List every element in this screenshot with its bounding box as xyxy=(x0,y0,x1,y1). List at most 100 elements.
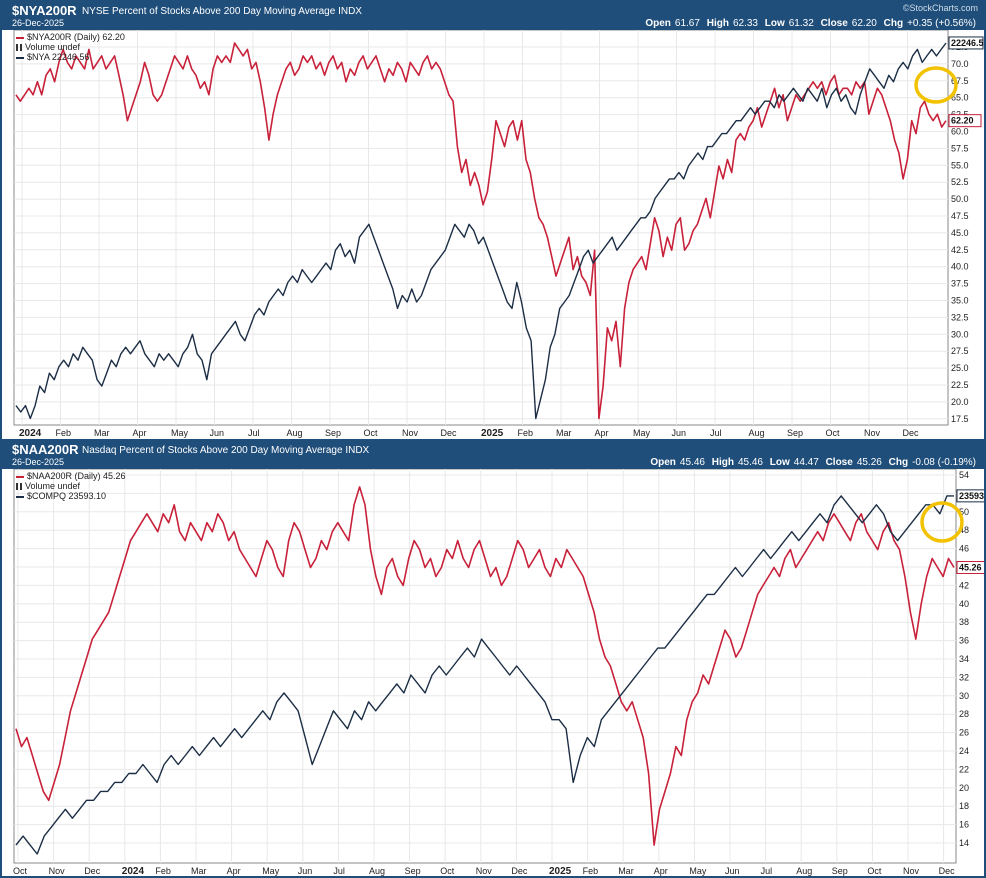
y-tick-label: 26 xyxy=(959,728,969,738)
nasdaq-plot-area[interactable]: 5452504846444240383634323028262422201816… xyxy=(2,469,984,876)
y-tick-label: 27.5 xyxy=(951,346,969,356)
breadth-series-line xyxy=(15,486,955,846)
nasdaq-chart-panel: $NAA200R Nasdaq Percent of Stocks Above … xyxy=(2,441,984,876)
x-tick-label: Feb xyxy=(56,428,72,438)
chart-symbol[interactable]: $NAA200R xyxy=(12,442,79,457)
x-tick-label: Jul xyxy=(761,866,773,876)
ohlc-readout: Open 61.67 High 62.33 Low 61.32 Close 62.20 … xyxy=(645,18,976,29)
y-tick-label: 42.5 xyxy=(951,245,969,255)
plot-frame xyxy=(13,469,957,864)
y-tick-label: 57.5 xyxy=(951,143,969,153)
y-tick-label: 42 xyxy=(959,580,969,590)
y-tick-label: 35.0 xyxy=(951,296,969,306)
y-tick-label: 48 xyxy=(959,525,969,535)
index-value-tag-bg xyxy=(948,36,984,50)
x-tick-label: Aug xyxy=(369,866,385,876)
breadth-series-line xyxy=(15,42,947,420)
index-value-tag: 22246.5 xyxy=(951,38,984,48)
x-tick-label: Nov xyxy=(864,428,881,438)
y-tick-label: 70.0 xyxy=(951,59,969,69)
y-tick-label: 25.0 xyxy=(951,363,969,373)
watermark: ©StockCharts.com xyxy=(902,3,978,13)
x-tick-label: Oct xyxy=(867,866,882,876)
chart-legend: $NYA200R (Daily) 62.20 Volume undef $NYA… xyxy=(16,32,125,62)
x-tick-label: 2025 xyxy=(481,428,504,439)
nyse-plot-area[interactable]: 72.570.067.565.062.560.057.555.052.550.0… xyxy=(2,30,984,439)
x-tick-label: Mar xyxy=(556,428,572,438)
last-value-tag: 62.20 xyxy=(951,116,974,126)
x-tick-label: Nov xyxy=(903,866,920,876)
last-value-tag-bg xyxy=(956,561,984,574)
x-tick-label: Apr xyxy=(133,428,147,438)
exchange-label: INDX xyxy=(345,445,370,456)
y-tick-label: 45.0 xyxy=(951,228,969,238)
x-tick-label: Jun xyxy=(298,866,313,876)
x-tick-label: Jun xyxy=(210,428,225,438)
x-tick-label: 2024 xyxy=(19,428,42,439)
x-tick-label: Dec xyxy=(84,866,101,876)
highlight-circle xyxy=(920,501,964,543)
x-tick-label: Feb xyxy=(518,428,534,438)
x-tick-label: Nov xyxy=(49,866,66,876)
x-tick-label: 2024 xyxy=(122,866,145,876)
x-tick-label: May xyxy=(262,866,280,876)
y-tick-label: 30 xyxy=(959,691,969,701)
x-tick-label: Dec xyxy=(511,866,528,876)
x-tick-label: Mar xyxy=(618,866,634,876)
x-tick-label: Aug xyxy=(749,428,765,438)
x-tick-label: Oct xyxy=(440,866,455,876)
chart-legend: $NAA200R (Daily) 45.26 Volume undef $COM… xyxy=(16,471,126,501)
x-tick-label: Aug xyxy=(796,866,812,876)
x-tick-label: Oct xyxy=(364,428,379,438)
index-value-tag-bg xyxy=(956,489,984,503)
x-tick-label: Sep xyxy=(832,866,848,876)
last-value-tag-bg xyxy=(948,114,982,128)
exchange-label: INDX xyxy=(338,6,362,17)
x-tick-label: May xyxy=(171,428,189,438)
x-tick-label: Oct xyxy=(13,866,28,876)
chart-description: NYSE Percent of Stocks Above 200 Day Mov… xyxy=(82,6,336,17)
nyse-chart-panel: $NYA200R NYSE Percent of Stocks Above 20… xyxy=(2,2,984,439)
x-tick-label: 2025 xyxy=(549,866,572,876)
y-tick-label: 67.5 xyxy=(951,76,969,86)
chart-header: $NYA200R NYSE Percent of Stocks Above 20… xyxy=(2,2,984,30)
x-tick-label: Mar xyxy=(94,428,110,438)
y-tick-label: 36 xyxy=(959,636,969,646)
x-tick-label: May xyxy=(633,428,651,438)
y-tick-label: 37.5 xyxy=(951,279,969,289)
y-tick-label: 40.0 xyxy=(951,262,969,272)
y-tick-label: 18 xyxy=(959,801,969,811)
ohlc-readout: Open 45.46 High 45.46 Low 44.47 Close 45.26 … xyxy=(650,457,976,468)
y-tick-label: 54 xyxy=(959,470,969,480)
y-tick-label: 14 xyxy=(959,838,969,848)
index-value-tag: 23593 xyxy=(959,491,984,501)
x-tick-label: Sep xyxy=(405,866,421,876)
x-tick-label: Apr xyxy=(654,866,668,876)
x-tick-label: Oct xyxy=(826,428,841,438)
x-tick-label: Jul xyxy=(333,866,345,876)
x-tick-label: Nov xyxy=(402,428,419,438)
y-tick-label: 47.5 xyxy=(951,211,969,221)
x-tick-label: Feb xyxy=(155,866,171,876)
x-tick-label: Sep xyxy=(787,428,803,438)
y-tick-label: 60.0 xyxy=(951,127,969,137)
y-tick-label: 16 xyxy=(959,820,969,830)
y-tick-label: 28 xyxy=(959,709,969,719)
x-tick-label: Jul xyxy=(710,428,722,438)
x-tick-label: Jun xyxy=(672,428,687,438)
chart-symbol[interactable]: $NYA200R xyxy=(12,3,77,18)
y-tick-label: 50.0 xyxy=(951,194,969,204)
x-tick-label: Aug xyxy=(287,428,303,438)
x-tick-label: Apr xyxy=(595,428,609,438)
x-tick-label: Apr xyxy=(227,866,241,876)
x-tick-label: Jul xyxy=(248,428,260,438)
y-tick-label: 40 xyxy=(959,599,969,609)
x-tick-label: Dec xyxy=(939,866,956,876)
y-tick-label: 55.0 xyxy=(951,160,969,170)
chart-header: $NAA200R Nasdaq Percent of Stocks Above … xyxy=(2,441,984,469)
x-tick-label: Dec xyxy=(903,428,920,438)
y-tick-label: 50 xyxy=(959,507,969,517)
y-tick-label: 65.0 xyxy=(951,93,969,103)
x-tick-label: Sep xyxy=(325,428,341,438)
chart-date: 26-Dec-2025 xyxy=(12,18,65,28)
